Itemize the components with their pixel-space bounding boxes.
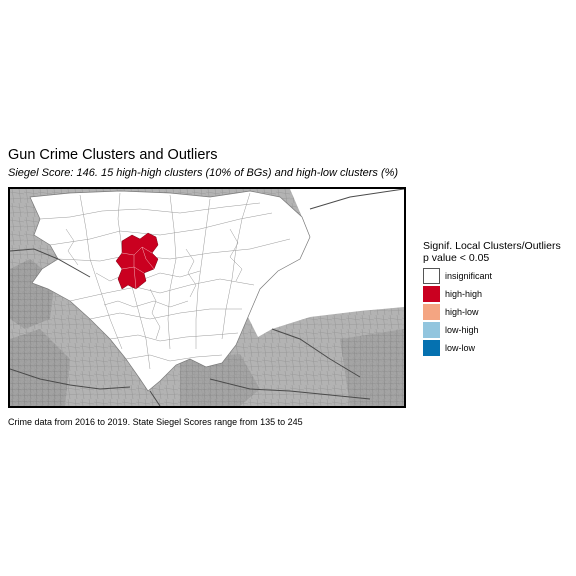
basemap-dense-area [180,354,260,406]
legend-swatch [423,322,440,338]
legend-item-insignificant[interactable]: insignificant [423,267,561,285]
map-subtitle: Siegel Score: 146. 15 high-high clusters… [8,167,399,179]
legend-label: high-high [445,289,483,299]
basemap-dense-area [340,329,404,406]
map-title: Gun Crime Clusters and Outliers [8,147,218,163]
legend-items: insignificant high-high high-low low-hig… [423,267,561,357]
legend-swatch [423,304,440,320]
legend-label: insignificant [445,271,493,281]
legend-subtitle: p value < 0.05 [423,252,490,264]
block-group-boundaries [39,192,291,370]
legend-swatch [423,340,440,356]
basemap-dense-area [10,329,70,406]
map-canvas [10,189,404,406]
legend-swatch [423,268,440,284]
legend-title: Signif. Local Clusters/Outliers [423,240,561,252]
legend-item-high-low[interactable]: high-low [423,303,561,321]
cluster-internal-boundaries [121,246,155,290]
water-area [248,189,404,337]
map-panel[interactable] [8,187,406,408]
legend-item-low-high[interactable]: low-high [423,321,561,339]
legend-swatch [423,286,440,302]
legend: Signif. Local Clusters/Outliers p value … [423,240,561,357]
map-caption: Crime data from 2016 to 2019. State Sieg… [8,417,303,427]
legend-label: high-low [445,307,479,317]
legend-item-low-low[interactable]: low-low [423,339,561,357]
legend-label: low-high [445,325,479,335]
legend-item-high-high[interactable]: high-high [423,285,561,303]
roads [10,189,404,406]
legend-label: low-low [445,343,476,353]
